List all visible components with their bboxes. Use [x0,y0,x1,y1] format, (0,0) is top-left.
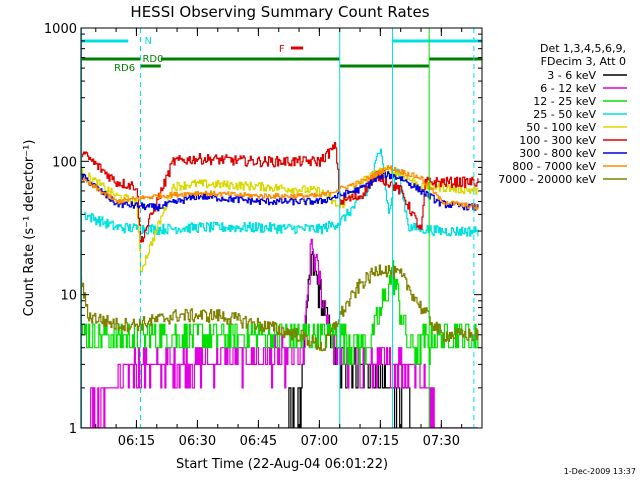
y-axis-label: Count Rate (s⁻¹ detector⁻¹) [22,140,37,317]
x-tick-label-4: 07:15 [362,434,399,449]
x-axis-label: Start Time (22-Aug-04 06:01:22) [176,457,388,472]
x-tick-label-3: 07:00 [301,434,338,449]
legend-label-7: 800 - 7000 keV [512,160,596,173]
series-line-4 [81,166,479,273]
x-tick-label-2: 06:45 [240,434,277,449]
x-tick-label-5: 07:30 [423,434,460,449]
x-tick-label-1: 06:30 [179,434,216,449]
legend-label-3: 25 - 50 keV [533,108,596,121]
legend-label-0: 3 - 6 keV [547,69,596,82]
legend-header-0: Det 1,3,4,5,6,9, [540,42,626,55]
series-line-3 [83,148,479,237]
n-label: N [144,36,151,47]
legend-label-5: 100 - 300 keV [519,134,596,147]
y-tick-label-0: 1 [69,422,77,437]
chart-title: HESSI Observing Summary Count Rates [130,3,429,21]
rd0-label: RD0 [142,54,163,65]
series-line-8 [81,264,479,352]
legend-label-1: 6 - 12 keV [540,82,596,95]
f-label: F [279,44,285,55]
y-tick-label-3: 1000 [44,22,77,37]
footer-timestamp: 1-Dec-2009 13:37 [564,467,636,476]
series-line-5 [81,142,479,243]
plot-frame [80,27,483,429]
rd6-label: RD6 [114,63,135,74]
legend-label-2: 12 - 25 keV [533,95,596,108]
x-tick-label-0: 06:15 [118,434,155,449]
legend-label-6: 300 - 800 keV [519,147,596,160]
y-tick-label-1: 10 [60,289,77,304]
series-line-7 [81,165,479,210]
legend: Det 1,3,4,5,6,9,FDecim 3, Att 03 - 6 keV… [498,42,627,186]
legend-label-8: 7000 - 20000 keV [498,173,596,186]
y-tick-label-2: 100 [52,155,77,170]
legend-header-1: FDecim 3, Att 0 [541,55,626,68]
legend-label-4: 50 - 100 keV [526,121,596,134]
series-line-6 [81,170,479,212]
